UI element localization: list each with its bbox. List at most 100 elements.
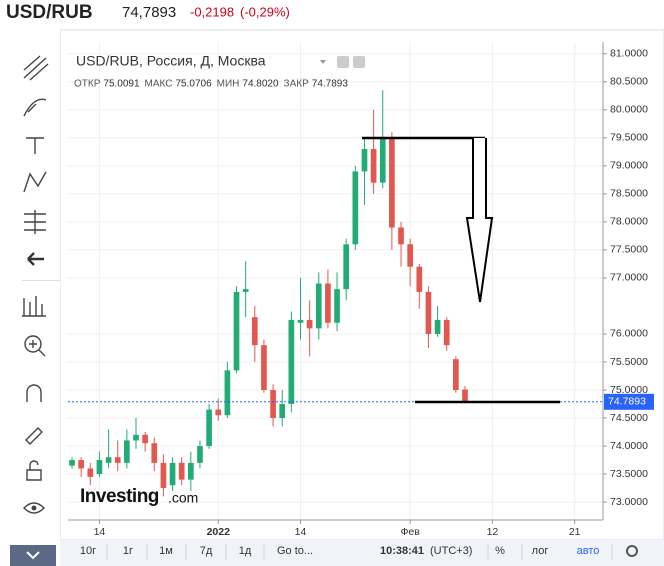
ohlc-value: 74.7893	[312, 79, 349, 90]
drawings	[362, 136, 560, 404]
tool-lock[interactable]	[26, 460, 42, 481]
clock: 10:38:41	[380, 545, 424, 557]
candle-body	[151, 443, 158, 463]
tool-pencil[interactable]	[25, 427, 43, 445]
candle-body	[343, 244, 350, 290]
range-button[interactable]: 7д	[200, 545, 213, 557]
candle-body	[279, 404, 286, 419]
ohlc-value: 75.0091	[103, 79, 140, 90]
candle-body	[242, 289, 249, 292]
price: 74,7893	[122, 4, 176, 21]
tool-brush[interactable]	[23, 98, 47, 117]
eye-button[interactable]	[337, 56, 349, 68]
settings-button[interactable]	[353, 56, 365, 68]
plot: 81.0000 80.5000 80.0000 79.5000 79.0000 78.50…	[68, 42, 654, 538]
range-button[interactable]: 10г	[80, 545, 96, 557]
candle-body	[425, 291, 432, 334]
candle-body	[206, 409, 212, 447]
candle-body	[178, 462, 185, 480]
candle-body	[133, 434, 139, 441]
tool-eye[interactable]	[23, 502, 45, 514]
candle-body	[297, 319, 304, 323]
y-tick-label: 78.5000	[610, 188, 648, 200]
tool-pattern[interactable]	[23, 171, 47, 193]
candle-body	[443, 319, 450, 346]
x-tick-label: Фев	[400, 526, 420, 538]
candle-body	[325, 283, 331, 323]
tool-zoom[interactable]	[24, 335, 42, 353]
candle-body	[370, 149, 377, 183]
candle-body	[389, 137, 395, 228]
candle-body	[334, 289, 340, 323]
scale-option[interactable]: авто	[577, 545, 600, 557]
toolbar-bg	[0, 30, 60, 566]
candle-body	[160, 462, 167, 489]
y-tick-label: 77.5000	[610, 244, 648, 256]
y-tick-label: 75.0000	[610, 384, 648, 396]
tool-fib[interactable]	[24, 210, 46, 234]
candle-body	[416, 266, 423, 292]
candle-body	[78, 460, 84, 469]
range-button[interactable]: 1д	[239, 545, 252, 557]
candle-body	[69, 460, 75, 466]
candle-body	[261, 345, 267, 390]
ohlc-label: МИН	[217, 79, 240, 90]
y-tick-label: 75.5000	[610, 356, 648, 368]
ohlc-value: 75.0706	[175, 79, 212, 90]
y-tick-label: 73.0000	[610, 496, 648, 508]
candle-body	[379, 137, 386, 183]
x-tick-label: 14	[94, 526, 106, 538]
ohlc-label: ЗАКР	[284, 79, 310, 90]
collapse-button[interactable]	[10, 545, 56, 566]
chart-frame	[59, 29, 664, 541]
sep	[22, 280, 60, 281]
candle-body	[114, 457, 121, 463]
tool-back[interactable]	[27, 252, 44, 266]
ohlc-value: 74.8020	[242, 79, 279, 90]
candle-body	[197, 446, 203, 463]
chart-title: USD/RUB, Россия, Д, Москва	[76, 53, 266, 69]
candle-body	[361, 149, 368, 172]
candle-body	[462, 389, 468, 402]
tool-text[interactable]	[26, 137, 44, 154]
scale-option[interactable]: лог	[532, 545, 549, 557]
candle-body	[124, 440, 130, 463]
left-toolbar	[0, 30, 60, 566]
y-tick-label: 79.0000	[610, 160, 648, 172]
candle-body	[142, 434, 148, 444]
candle-body	[105, 457, 112, 463]
x-tick-label: 21	[569, 526, 581, 538]
y-tick-label: 74.0000	[610, 440, 648, 452]
y-tick-label: 73.5000	[610, 468, 648, 480]
range-button[interactable]: 1г	[123, 545, 133, 557]
candle-body	[453, 359, 459, 390]
tool-eye-pupil	[31, 505, 37, 511]
candle-body	[169, 462, 176, 486]
y-tick-label: 78.0000	[610, 216, 648, 228]
scale-option[interactable]: %	[495, 545, 505, 557]
ohlc-label: МАКС	[145, 79, 173, 90]
bottom-bg	[60, 540, 664, 566]
y-tick-label: 80.0000	[610, 104, 648, 116]
watermark: Investing	[80, 486, 159, 507]
dropdown[interactable]	[320, 60, 326, 64]
last-price-box	[604, 393, 654, 410]
settings-gear[interactable]	[626, 545, 638, 557]
x-tick-label: 14	[295, 526, 307, 538]
tool-indicators[interactable]	[22, 296, 46, 317]
candle-body	[96, 460, 103, 475]
ohlc-label: ОТКР	[74, 79, 101, 90]
y-tick-label: 79.5000	[610, 132, 648, 144]
y-tick-label: 80.5000	[610, 76, 648, 88]
tool-lines[interactable]	[23, 55, 49, 81]
tool-magnet[interactable]	[26, 384, 42, 402]
x-tick-label: 2022	[207, 526, 231, 538]
y-tick-label: 74.5000	[610, 412, 648, 424]
candle-body	[270, 389, 276, 419]
candle-body	[215, 409, 222, 416]
change-pct: (-0,29%)	[240, 4, 290, 19]
range-button[interactable]: 1м	[159, 545, 173, 557]
goto-button[interactable]: Go to...	[277, 545, 313, 557]
candle-body	[251, 317, 258, 346]
